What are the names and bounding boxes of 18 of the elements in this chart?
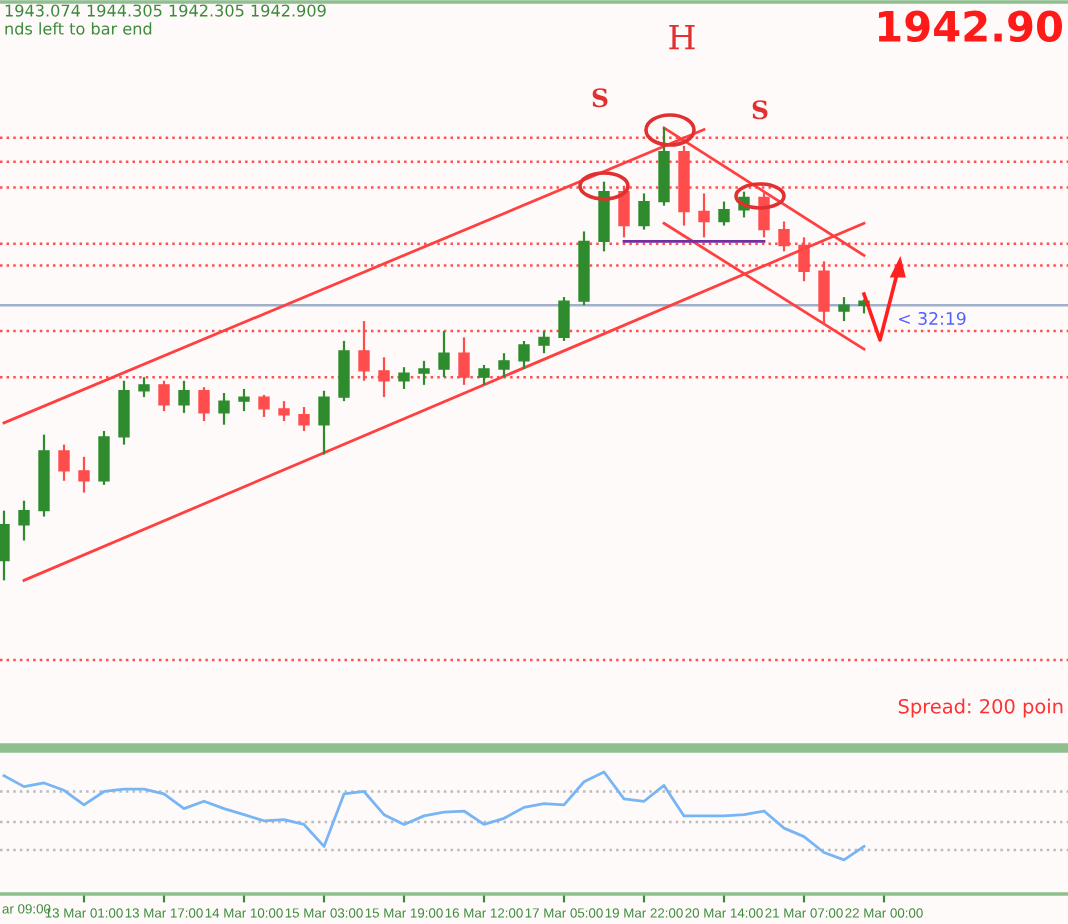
- candlestick: [198, 386, 210, 423]
- text: S: [752, 100, 768, 120]
- candlestick: [418, 359, 430, 386]
- candlestick: [498, 352, 510, 379]
- text: nds left to bar end: [5, 22, 152, 35]
- candlestick: [238, 387, 250, 413]
- candlestick: [258, 393, 270, 419]
- candlestick: [58, 443, 70, 482]
- candlestick: [518, 339, 530, 371]
- candlestick: [438, 329, 450, 379]
- text: 1943.074 1944.305 1942.305 1942.909: [5, 4, 326, 17]
- candlestick: [218, 391, 230, 426]
- text: S: [592, 88, 608, 108]
- text: Spread: 200 poin: [898, 698, 1063, 718]
- text: 1942.90: [878, 10, 1063, 43]
- text: H: [669, 24, 695, 50]
- text: < 32:19: [899, 311, 966, 325]
- candlestick: [478, 363, 490, 386]
